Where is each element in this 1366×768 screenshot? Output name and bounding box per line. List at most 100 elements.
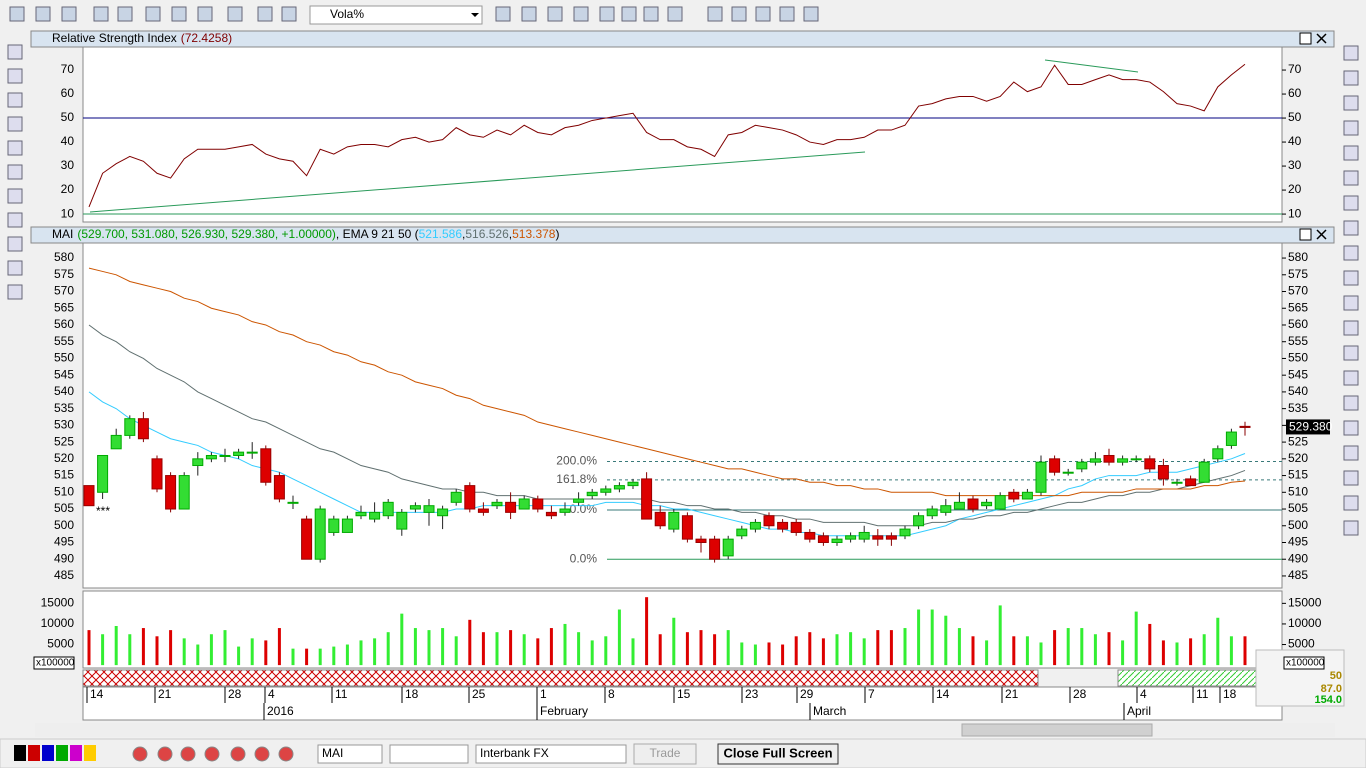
volume-bar xyxy=(563,623,567,666)
candle-body xyxy=(668,511,680,530)
candle-body xyxy=(967,498,979,510)
volume-bar xyxy=(305,648,309,666)
volume-bar xyxy=(903,628,907,666)
y-tick-label: 5000 xyxy=(47,637,74,651)
toolbar-icon xyxy=(599,6,615,22)
candle-body xyxy=(273,475,285,500)
candle-body xyxy=(559,508,571,513)
tool-icon xyxy=(1343,420,1359,436)
scroll-thumb[interactable] xyxy=(961,723,1153,737)
candle-body xyxy=(804,531,816,540)
unit-box xyxy=(33,656,75,670)
tool-icon xyxy=(1343,320,1359,336)
candle-body xyxy=(831,538,843,543)
y-tick-label: 30 xyxy=(61,158,75,172)
last-price-label: 529.380 xyxy=(1289,420,1333,434)
combo[interactable] xyxy=(389,744,469,764)
y-tick-label: 60 xyxy=(61,86,75,100)
candle-body xyxy=(845,535,857,540)
candle-body xyxy=(872,535,884,540)
candle-body xyxy=(1049,458,1061,473)
candle-body xyxy=(205,454,217,460)
candle-body xyxy=(165,475,177,510)
rsi-line xyxy=(88,63,1246,208)
volume-bar xyxy=(277,628,281,666)
candle-body xyxy=(450,491,462,503)
volume-bar xyxy=(862,638,866,666)
candle-body xyxy=(709,538,721,560)
volume-bar xyxy=(182,638,186,666)
close-button[interactable] xyxy=(1316,33,1327,44)
volume-bar xyxy=(1229,636,1233,666)
toolbar-icon xyxy=(621,6,637,22)
candle-body xyxy=(763,515,775,527)
volume-bar xyxy=(1012,636,1016,666)
volume-bar xyxy=(1148,623,1152,666)
date-label: 21 xyxy=(158,687,172,701)
volume-bar xyxy=(617,609,621,666)
volume-bar xyxy=(767,642,771,666)
tool-icon xyxy=(1343,495,1359,511)
candle-body xyxy=(477,508,489,513)
fib-label: 200.0% xyxy=(556,454,597,468)
volume-bar xyxy=(264,640,268,666)
toolbar-icon xyxy=(257,6,273,22)
volume-bar xyxy=(821,638,825,666)
candle-body xyxy=(328,518,340,533)
y-tick-label: 525 xyxy=(54,434,74,448)
candle-body xyxy=(994,495,1006,510)
volume-bar xyxy=(87,630,91,666)
candle-body xyxy=(1076,461,1088,470)
y-tick-label-right: 10 xyxy=(1288,206,1302,220)
volume-bar xyxy=(128,634,132,666)
symbol-input[interactable] xyxy=(317,744,383,764)
header-text: , xyxy=(462,227,465,241)
header-text: ) xyxy=(555,227,559,241)
toolbar-icon xyxy=(197,6,213,22)
volume-plot xyxy=(82,590,1283,669)
broker-combo[interactable] xyxy=(475,744,627,764)
tool-icon xyxy=(7,284,23,300)
volume-bar xyxy=(645,597,649,666)
status-value: 50 xyxy=(1330,670,1342,682)
y-tick-label: 495 xyxy=(54,535,74,549)
volume-bar xyxy=(726,630,730,666)
volume-bar xyxy=(169,630,173,666)
volume-bar xyxy=(1053,630,1057,666)
toolbar-icon xyxy=(573,6,589,22)
candle-body xyxy=(178,475,190,510)
candle-body xyxy=(1008,491,1020,500)
header-text: , EMA 9 21 50 ( xyxy=(336,227,419,241)
indicator-combo[interactable] xyxy=(309,5,483,25)
maximize-button[interactable] xyxy=(1299,32,1312,45)
candle-body xyxy=(1144,458,1156,470)
volume-bar xyxy=(577,632,581,666)
y-tick-label-right: 510 xyxy=(1288,484,1308,498)
last-price-box xyxy=(1286,419,1330,435)
candle-body xyxy=(926,508,938,517)
y-tick-label: 490 xyxy=(54,551,74,565)
volume-bar xyxy=(1080,628,1084,666)
toolbar-icon xyxy=(643,6,659,22)
tool-icon xyxy=(7,236,23,252)
tool-icon xyxy=(1343,70,1359,86)
fib-label: 161.8% xyxy=(556,472,597,486)
candle-body xyxy=(301,518,313,560)
tool-icon xyxy=(1343,170,1359,186)
close-fullscreen-button[interactable] xyxy=(717,743,839,765)
candle-body xyxy=(545,511,557,517)
volume-bar xyxy=(849,632,853,666)
y-tick-label: 555 xyxy=(54,334,74,348)
trade-button[interactable] xyxy=(633,743,697,765)
toolbar-icon xyxy=(521,6,537,22)
tool-icon xyxy=(1343,370,1359,386)
candle-body xyxy=(736,528,748,537)
unit-label: x100000 xyxy=(36,658,75,669)
y-tick-label: 575 xyxy=(54,267,74,281)
y-tick-label: 565 xyxy=(54,300,74,314)
close-button[interactable] xyxy=(1316,229,1327,240)
candle-body xyxy=(885,535,897,540)
trade-text: Trade xyxy=(650,746,681,760)
candle-body xyxy=(749,521,761,530)
maximize-button[interactable] xyxy=(1299,228,1312,241)
